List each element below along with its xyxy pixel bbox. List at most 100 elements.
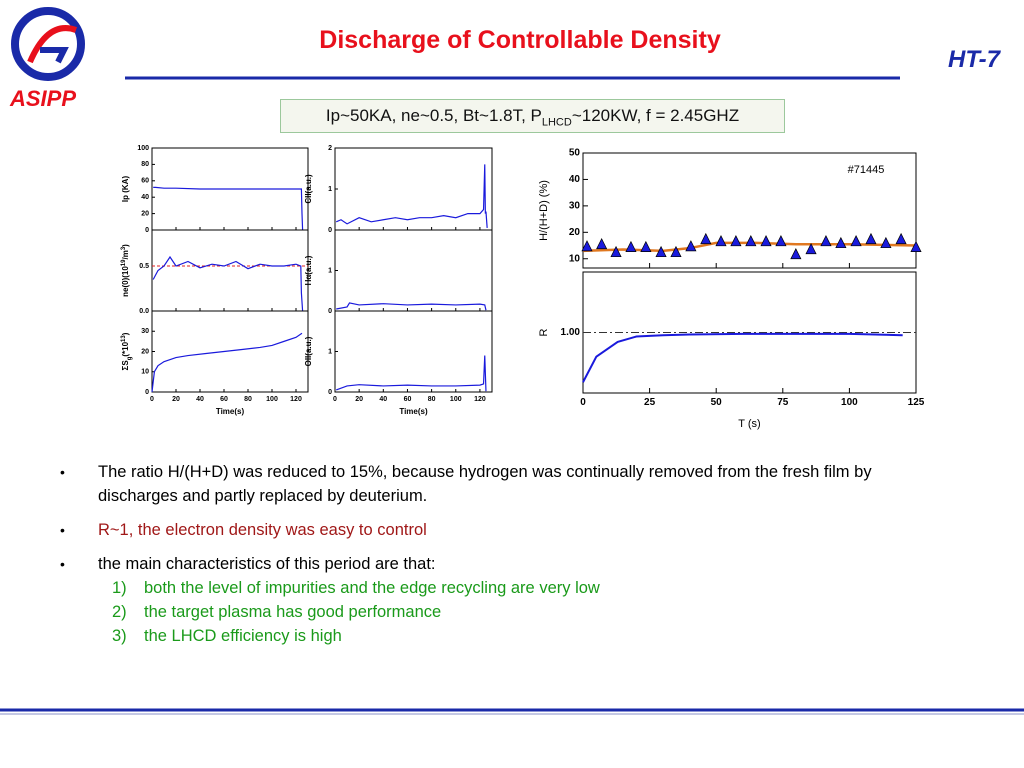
- label-part: ): [121, 332, 130, 335]
- x-tick-label: 0: [333, 396, 337, 403]
- chart: 1.00 0 25 50 75 100 125 T (s) R: [538, 271, 925, 430]
- x-tick-label: 75: [777, 397, 789, 408]
- x-tick-label: 120: [474, 396, 486, 403]
- label-part: /m: [121, 250, 130, 259]
- marker: [730, 235, 742, 247]
- data-line: [151, 332, 303, 393]
- y-axis-label: R: [538, 328, 550, 336]
- y-tick-label: 0.0: [139, 308, 149, 315]
- marker: [835, 236, 847, 249]
- y-axis-label: ΣSg(*1013): [121, 332, 133, 370]
- y-tick-label: 50: [569, 148, 581, 159]
- y-tick-label: 0: [145, 227, 149, 234]
- x-tick-label: 20: [355, 396, 363, 403]
- item-number: 2): [112, 603, 127, 621]
- y-tick-label: 30: [141, 328, 149, 335]
- y-tick-label: 0: [145, 389, 149, 396]
- y-axis-label: CII(a.u.): [304, 174, 313, 204]
- chart: 10 20 30 40 50 H/(H+D) (%) #71445: [538, 148, 922, 269]
- bullet-text: the main characteristics of this period …: [98, 555, 436, 573]
- x-tick-label: 100: [841, 397, 858, 408]
- y-tick-label: 100: [137, 145, 149, 152]
- marker: [790, 247, 802, 260]
- x-tick-label: 50: [711, 397, 723, 408]
- label-part: 19: [121, 259, 127, 266]
- y-tick-label: 1: [328, 186, 332, 193]
- marker: [610, 245, 622, 258]
- plot-frame: [151, 229, 309, 312]
- bullet-text: The ratio H/(H+D) was reduced to 15%, be…: [98, 463, 872, 505]
- y-tick-label: 40: [141, 194, 149, 201]
- x-tick-label: 40: [379, 396, 387, 403]
- label-part: ): [121, 244, 130, 247]
- marker: [820, 235, 832, 247]
- sub-item: 3) the LHCD efficiency is high: [98, 624, 940, 648]
- y-tick-label: 80: [141, 161, 149, 168]
- chart: 0 1 2 CII(a.u.): [304, 145, 493, 234]
- marker: [670, 245, 682, 258]
- bullet: The ratio H/(H+D) was reduced to 15%, be…: [60, 460, 940, 508]
- y-axis-label: Ip (KA): [121, 176, 130, 203]
- marker: [880, 236, 892, 249]
- marker: [865, 232, 877, 245]
- x-axis-label: Time(s): [399, 407, 428, 416]
- y-tick-label: 20: [569, 227, 581, 238]
- marker: [581, 240, 593, 252]
- bullet-text: R~1, the electron density was easy to co…: [98, 521, 427, 539]
- item-text: the target plasma has good performance: [144, 603, 442, 621]
- y-axis-label: ne(0)(1019/m3): [121, 244, 130, 297]
- marker: [715, 235, 727, 247]
- x-tick-label: 0: [580, 397, 586, 408]
- x-tick-label: 80: [428, 396, 436, 403]
- marker: [685, 240, 697, 252]
- label-part: 3: [121, 246, 127, 250]
- x-tick-label: 120: [290, 396, 302, 403]
- marker: [760, 235, 772, 247]
- parameters: Ip~50KA, ne~0.5, Bt~1.8T, PLHCD~120KW, f…: [280, 99, 785, 133]
- plot-frame: [582, 152, 917, 269]
- y-axis-label: H/(H+D) (%): [538, 180, 550, 241]
- marker: [910, 240, 922, 252]
- y-tick-label: 40: [569, 174, 581, 185]
- sub-item: 1) both the level of impurities and the e…: [98, 576, 940, 600]
- data-line: [335, 164, 488, 228]
- marker: [640, 240, 652, 252]
- y-tick-label: 1.00: [561, 327, 581, 338]
- marker: [895, 232, 907, 245]
- marker: [805, 242, 817, 255]
- y-tick-label: 60: [141, 178, 149, 185]
- y-tick-label: 20: [141, 210, 149, 217]
- item-number: 3): [112, 627, 127, 645]
- item-number: 1): [112, 579, 127, 597]
- chart: 0.0 0.5 ne(0)(1019/m3): [121, 229, 309, 315]
- x-tick-label: 100: [450, 396, 462, 403]
- y-axis-label: OII(a.u.): [304, 336, 313, 366]
- param-sub: LHCD: [541, 116, 572, 129]
- x-axis-label: Time(s): [216, 407, 245, 416]
- y-tick-label: 2: [328, 145, 332, 152]
- plot-frame: [334, 229, 493, 312]
- y-tick-label: 1: [328, 267, 332, 274]
- x-tick-label: 60: [404, 396, 412, 403]
- marker: [655, 245, 667, 258]
- chart: 0 20 40 60 80 100 Ip (KA): [121, 145, 309, 234]
- marker: [745, 235, 757, 247]
- data-line: [336, 302, 487, 311]
- bullet-list: The ratio H/(H+D) was reduced to 15%, be…: [60, 460, 940, 658]
- data-line: [152, 255, 304, 312]
- y-axis-label: Hα(a.u.): [304, 255, 313, 285]
- logo-text: ASIPP: [10, 86, 77, 111]
- sub-item: 2) the target plasma has good performance: [98, 600, 940, 624]
- y-tick-label: 30: [569, 201, 581, 212]
- plot-frame: [334, 310, 493, 393]
- bullet: R~1, the electron density was easy to co…: [60, 518, 940, 542]
- x-tick-label: 20: [172, 396, 180, 403]
- item-text: both the level of impurities and the edg…: [144, 579, 600, 597]
- item-text: the LHCD efficiency is high: [144, 627, 342, 645]
- y-tick-label: 1: [328, 348, 332, 355]
- badge: HT-7: [947, 46, 1000, 73]
- marker: [850, 235, 862, 247]
